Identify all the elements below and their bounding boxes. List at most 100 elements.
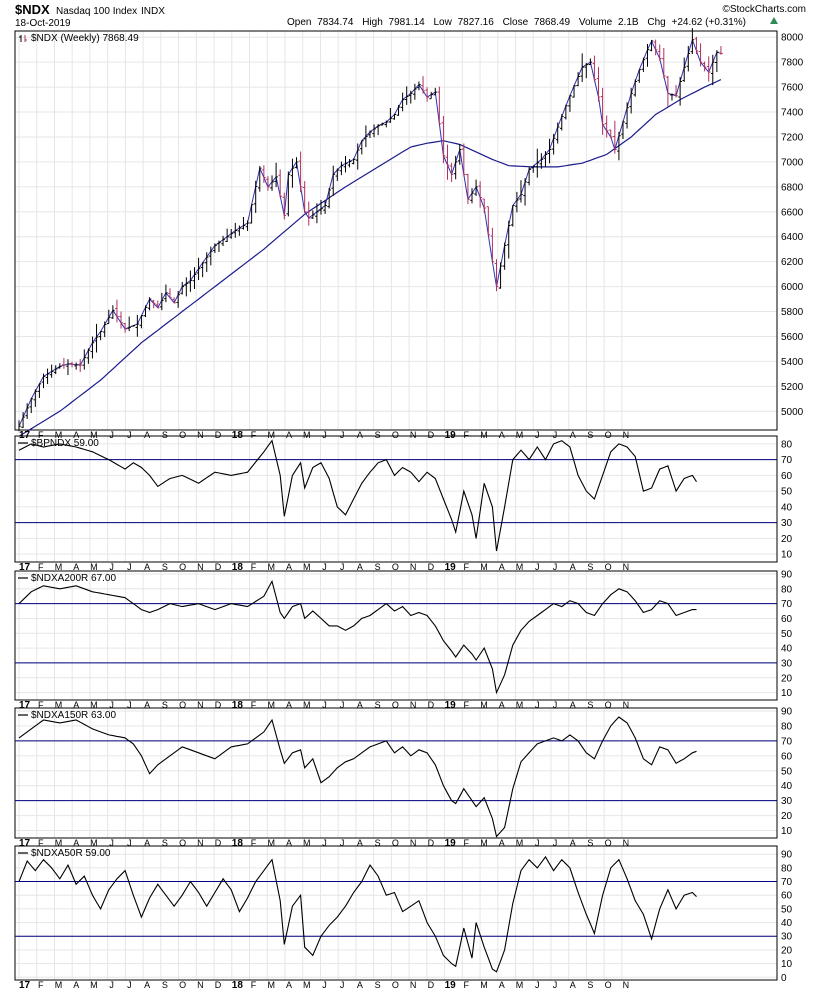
x-axis-month-label: D bbox=[428, 700, 435, 710]
x-axis-month-label: O bbox=[179, 838, 186, 848]
ohlc-bar bbox=[315, 203, 319, 224]
y-tick-label: 50 bbox=[781, 487, 793, 498]
x-axis-year-label: 18 bbox=[232, 700, 244, 711]
ohlc-bar bbox=[702, 61, 707, 72]
y-tick-label: 8000 bbox=[781, 33, 804, 44]
ohlc-bar bbox=[94, 323, 99, 353]
ohlc-bar bbox=[249, 204, 254, 224]
ohlc-bar bbox=[21, 412, 25, 428]
ohlc-bar bbox=[364, 125, 368, 148]
x-axis-month-label: O bbox=[179, 700, 186, 710]
chg-value: +24.62 (+0.31%) bbox=[672, 17, 747, 28]
x-axis-month-label: M bbox=[480, 980, 488, 990]
x-axis-year-label: 17 bbox=[19, 838, 31, 849]
x-axis-month-label: A bbox=[144, 430, 150, 440]
ohlc-bar bbox=[555, 122, 560, 144]
x-axis-month-label: J bbox=[553, 838, 558, 848]
x-axis-month-label: F bbox=[464, 838, 470, 848]
x-axis-month-label: S bbox=[162, 980, 168, 990]
panel-frame bbox=[14, 30, 778, 431]
x-axis-month-label: O bbox=[605, 980, 612, 990]
x-axis-month-label: O bbox=[179, 430, 186, 440]
ohlc-bar bbox=[160, 292, 164, 311]
x-axis-month-label: N bbox=[623, 838, 630, 848]
ohlc-bar bbox=[217, 240, 221, 253]
quote-line: Open 7834.74 High 7981.14 Low 7827.16 Cl… bbox=[287, 17, 746, 28]
y-tick-label: 80 bbox=[781, 863, 793, 874]
x-axis-month-label: A bbox=[570, 980, 576, 990]
y-tick-label: 40 bbox=[781, 781, 793, 792]
panel-legend: $NDXA50R 59.00 bbox=[31, 848, 111, 859]
ohlc-bar bbox=[404, 86, 409, 105]
x-axis-year-label: 17 bbox=[19, 700, 31, 711]
x-axis-month-label: F bbox=[38, 700, 44, 710]
ohlc-bar bbox=[311, 210, 315, 219]
x-axis-month-label: M bbox=[90, 430, 98, 440]
ohlc-bar bbox=[200, 262, 205, 278]
x-axis-month-label: A bbox=[499, 430, 505, 440]
panel-legend: $BPNDX 59.00 bbox=[31, 438, 99, 449]
x-axis-month-label: A bbox=[499, 700, 505, 710]
ohlc-bar bbox=[592, 55, 597, 82]
ohlc-bar bbox=[29, 397, 34, 414]
x-axis-month-label: A bbox=[570, 700, 576, 710]
x-axis-month-label: J bbox=[340, 700, 345, 710]
chg-label: Chg bbox=[647, 17, 665, 28]
ohlc-bar bbox=[82, 349, 87, 370]
ohlc-bar bbox=[241, 216, 246, 230]
ohlc-bar bbox=[245, 220, 250, 231]
panel-0: 5000 5200 5400 5600 5800 6000 6200 6400 6600 6800… bbox=[14, 28, 804, 437]
copyright-label: ©StockCharts.com bbox=[722, 4, 806, 15]
x-axis-month-label: N bbox=[197, 700, 204, 710]
y-tick-label: 5000 bbox=[781, 407, 804, 418]
x-axis-month-label: O bbox=[605, 838, 612, 848]
x-axis-month-label: A bbox=[144, 980, 150, 990]
ohlc-bar bbox=[53, 365, 58, 375]
y-tick-label: 7400 bbox=[781, 108, 804, 119]
y-tick-label: 7000 bbox=[781, 157, 804, 168]
x-axis-month-label: F bbox=[251, 430, 257, 440]
y-tick-label: 10 bbox=[781, 688, 793, 699]
x-axis-month-label: A bbox=[357, 700, 363, 710]
ohlc-bar bbox=[441, 115, 446, 164]
y-tick-label: 0 bbox=[781, 973, 787, 984]
x-axis-month-label: M bbox=[303, 430, 311, 440]
ohlc-bar bbox=[584, 62, 589, 79]
x-axis-month-label: A bbox=[144, 700, 150, 710]
x-axis-month-label: M bbox=[55, 980, 63, 990]
x-axis-month-label: A bbox=[357, 838, 363, 848]
ohlc-bar bbox=[286, 171, 291, 217]
x-axis-month-label: S bbox=[375, 838, 381, 848]
ohlc-bar bbox=[343, 155, 348, 173]
y-tick-label: 6600 bbox=[781, 207, 804, 218]
y-tick-label: 6800 bbox=[781, 182, 804, 193]
ohlc-bar bbox=[388, 107, 393, 123]
ohlc-bar bbox=[417, 81, 421, 91]
x-axis-month-label: D bbox=[215, 980, 222, 990]
ohlc-bar bbox=[151, 299, 156, 309]
ohlc-bar bbox=[686, 45, 691, 72]
y-tick-label: 40 bbox=[781, 644, 793, 655]
ohlc-bar bbox=[433, 87, 438, 96]
x-axis-month-label: S bbox=[375, 430, 381, 440]
ohlc-bar bbox=[135, 314, 140, 337]
x-axis-year-label: 18 bbox=[232, 838, 244, 849]
ohlc-bar bbox=[596, 67, 601, 102]
x-axis-month-label: S bbox=[587, 562, 593, 572]
x-axis-month-label: M bbox=[303, 562, 311, 572]
x-axis-month-label: A bbox=[499, 980, 505, 990]
ohlc-bar bbox=[49, 364, 54, 378]
y-tick-label: 70 bbox=[781, 877, 793, 888]
x-axis-month-label: M bbox=[303, 980, 311, 990]
panel-3: 10 20 30 40 50 60 70 80 90 $NDXA150R 63.00 bbox=[14, 706, 793, 839]
panel-legend: $NDXA150R 63.00 bbox=[31, 710, 116, 721]
x-axis-month-label: J bbox=[109, 562, 114, 572]
ohlc-bar bbox=[519, 180, 523, 203]
y-tick-label: 50 bbox=[781, 629, 793, 640]
x-axis-month-label: O bbox=[392, 430, 399, 440]
ohlc-bar bbox=[25, 403, 29, 419]
x-axis-month-label: F bbox=[38, 562, 44, 572]
x-axis-month-label: S bbox=[587, 980, 593, 990]
ohlc-bar bbox=[384, 120, 389, 128]
